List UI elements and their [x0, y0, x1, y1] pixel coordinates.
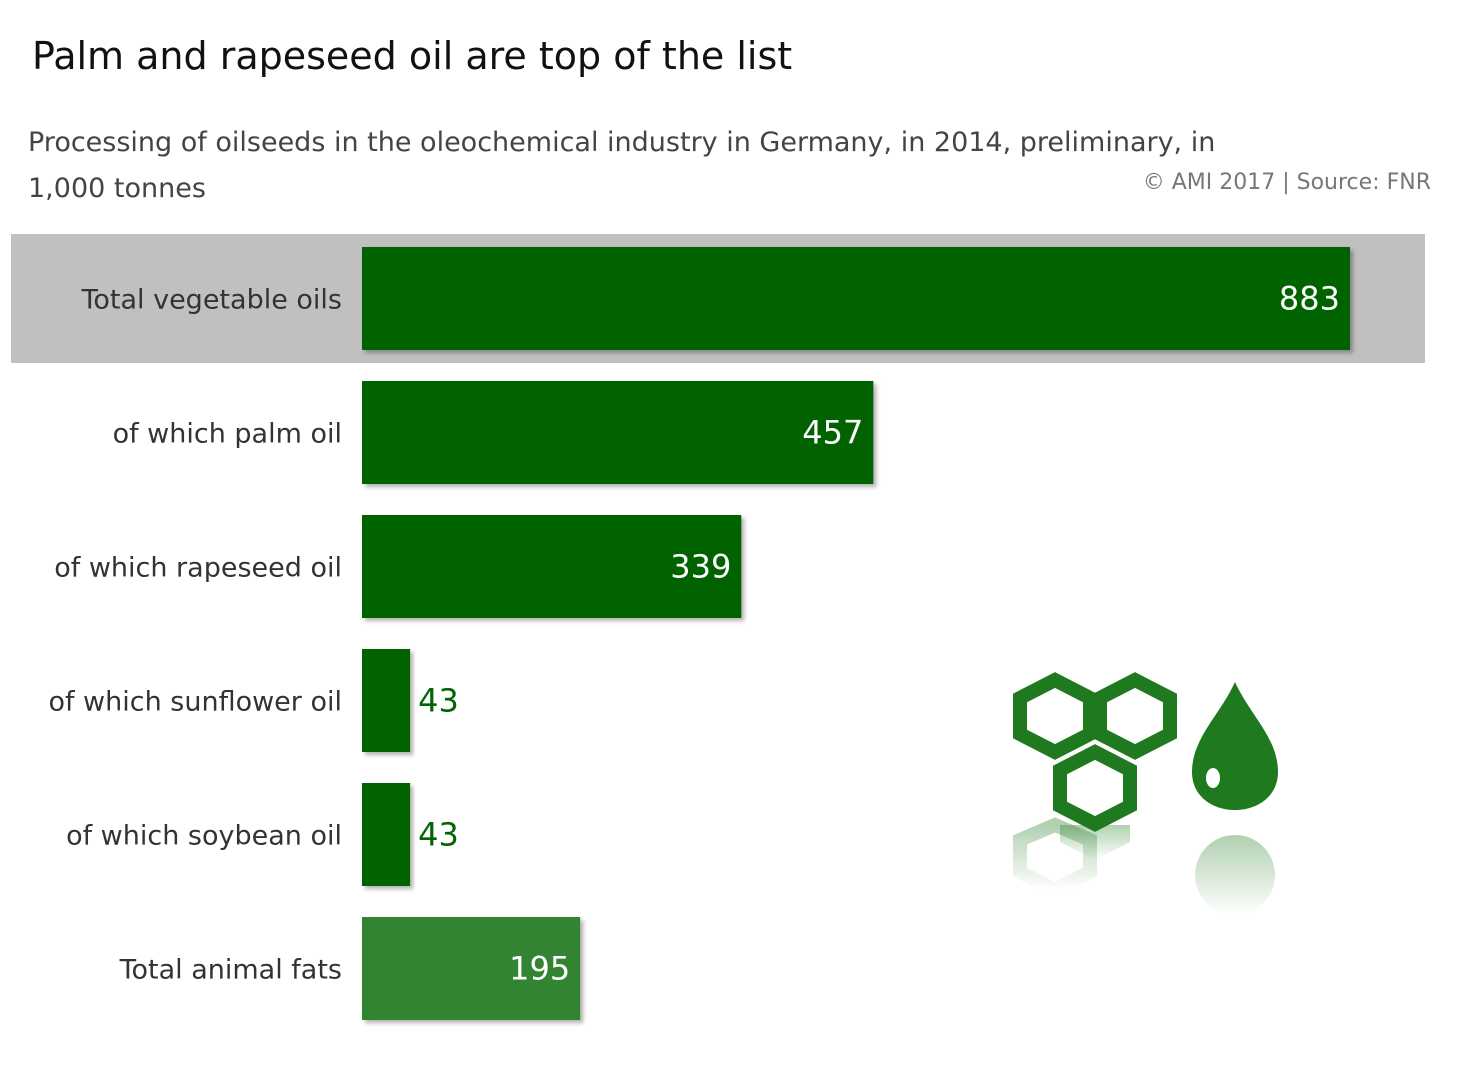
value-label: 195	[509, 950, 570, 988]
bar	[362, 247, 1350, 350]
value-label: 43	[418, 682, 459, 720]
oil-drop-icon	[1192, 682, 1278, 810]
value-label: 883	[1279, 280, 1340, 318]
bar	[362, 917, 581, 1020]
bar	[362, 381, 874, 484]
category-label: of which soybean oil	[66, 821, 342, 852]
category-label: of which sunflower oil	[48, 687, 342, 718]
category-label: of which palm oil	[113, 419, 342, 450]
chart-title: Palm and rapeseed oil are top of the lis…	[32, 34, 793, 78]
bar-chart: Total vegetable oils 883 of which palm oil…	[11, 234, 1425, 1020]
category-label: Total vegetable oils	[80, 285, 342, 316]
value-label: 457	[802, 414, 863, 452]
category-label: Total animal fats	[119, 955, 342, 986]
value-label: 339	[670, 548, 731, 586]
source-credit: © AMI 2017 | Source: FNR	[1142, 170, 1431, 195]
drop-highlight	[1206, 768, 1220, 788]
icon-reflection	[1013, 817, 1275, 915]
hexagon-molecule-icon	[1013, 672, 1177, 832]
value-label: 43	[418, 816, 459, 854]
bar	[362, 783, 411, 886]
category-label: of which rapeseed oil	[54, 553, 342, 584]
bar	[362, 515, 742, 618]
bar	[362, 649, 411, 752]
chart-subtitle: Processing of oilseeds in the oleochemic…	[28, 127, 1216, 204]
oleochemical-icons	[1013, 672, 1278, 915]
